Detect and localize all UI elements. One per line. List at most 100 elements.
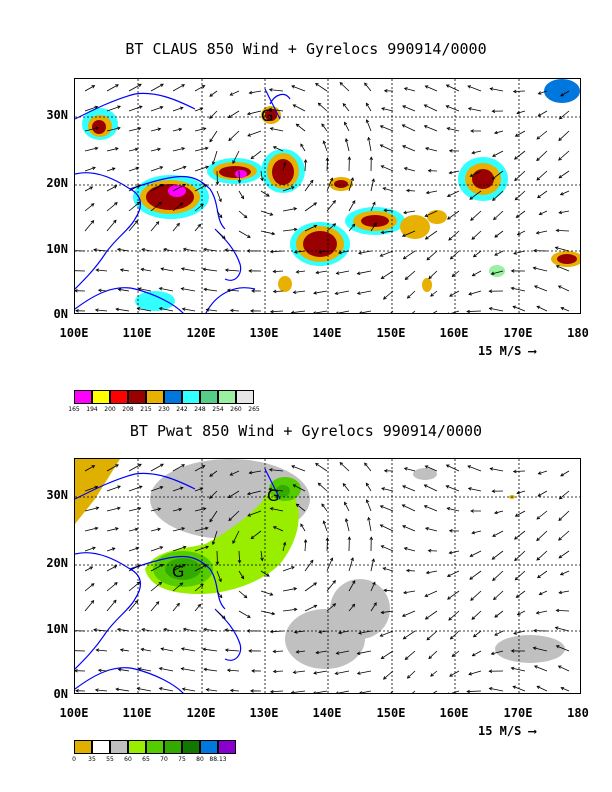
wind-vector-head <box>382 676 387 680</box>
wind-vector-head <box>560 93 564 97</box>
wind-vector-head <box>247 133 252 137</box>
wind-vector <box>282 162 286 172</box>
wind-vector-head <box>510 666 515 671</box>
wind-vector <box>84 547 96 552</box>
colorbar-tick-label: 194 <box>86 406 98 413</box>
wind-vector <box>345 138 350 152</box>
wind-vector-head <box>423 104 428 108</box>
wind-vector <box>150 148 161 152</box>
wind-vector <box>359 310 372 313</box>
wind-vector-head <box>75 288 78 293</box>
wind-vector <box>335 290 350 295</box>
wind-vector-head <box>218 214 223 219</box>
wind-vector-head <box>182 183 186 188</box>
wind-vector-head <box>382 567 387 571</box>
wind-vector-head <box>97 288 102 293</box>
wind-vector <box>425 527 438 532</box>
wind-vector-head <box>403 210 407 215</box>
wind-vector <box>336 650 350 654</box>
gyre-marker: G <box>267 486 279 505</box>
wind-vector-head <box>92 546 96 551</box>
wind-vector-head <box>335 651 340 655</box>
wind-vector <box>338 250 350 254</box>
wind-vector <box>336 310 350 313</box>
wind-vector <box>128 564 141 572</box>
wind-vector <box>492 150 504 157</box>
wind-vector <box>370 582 376 592</box>
wind-vector-head <box>490 651 495 656</box>
wind-vector-head <box>558 517 562 522</box>
wind-vector-head <box>513 251 517 255</box>
wind-vector-head <box>272 269 277 274</box>
wind-vector <box>216 230 226 239</box>
wind-vector <box>150 184 164 192</box>
colorbar-tick-label: 248 <box>194 406 206 413</box>
wind-vector-head <box>140 647 145 652</box>
wind-vector <box>560 687 570 692</box>
wind-vector <box>326 177 333 192</box>
wind-vector <box>511 667 526 672</box>
wind-vector-head <box>352 580 356 584</box>
wind-vector-head <box>536 685 541 689</box>
wind-vector-head <box>494 614 498 618</box>
wind-vector <box>425 230 438 240</box>
wind-vector <box>381 487 394 492</box>
wind-vector <box>470 210 482 221</box>
wind-vector-head <box>137 506 142 511</box>
wind-vector-head <box>403 87 408 91</box>
wind-vector <box>468 290 482 295</box>
wind-vector <box>380 524 394 532</box>
wind-vector-head <box>292 104 297 108</box>
wind-vector-head <box>494 510 498 515</box>
wind-vector <box>537 570 548 578</box>
lon-label: 130E <box>249 326 279 340</box>
wind-vector <box>273 650 284 653</box>
wind-vector <box>203 668 218 672</box>
wind-vector <box>536 150 548 161</box>
wind-vector-head <box>538 211 543 216</box>
wind-vector <box>470 170 482 177</box>
wind-vector-head <box>406 675 411 679</box>
wind-vector <box>447 590 460 600</box>
wind-vector <box>467 690 482 692</box>
wind-vector <box>120 649 130 652</box>
colorbar-swatch <box>110 390 128 404</box>
wind-vector <box>469 570 482 580</box>
wind-vector <box>304 202 317 212</box>
wind-vector <box>336 690 350 693</box>
wind-vector <box>364 82 372 92</box>
wind-vector <box>294 630 306 633</box>
wind-vector <box>293 670 306 673</box>
wind-vector <box>344 122 350 132</box>
wind-vector <box>159 307 174 312</box>
wind-vector-head <box>180 287 185 291</box>
wind-vector <box>269 108 284 112</box>
wind-vector <box>348 604 355 612</box>
wind-vector <box>137 687 152 692</box>
colorbar-tick-label: 215 <box>140 406 152 413</box>
colorbar-tick-label: 265 <box>248 406 260 413</box>
wind-vector <box>512 305 526 312</box>
wind-vector-head <box>558 157 562 161</box>
wind-vector <box>405 270 416 280</box>
wind-vector <box>315 463 328 472</box>
lon-label: 160E <box>439 326 469 340</box>
wind-vector-head <box>75 688 79 693</box>
wind-vector <box>128 463 142 472</box>
wind-vector <box>172 546 186 552</box>
wind-vector <box>84 566 93 572</box>
wind-vector-head <box>137 184 141 188</box>
wind-vector <box>128 547 139 552</box>
lon-label: 140E <box>312 706 342 720</box>
wind-vector <box>536 610 548 614</box>
wind-vector-head <box>237 179 242 184</box>
wind-vector <box>304 225 317 232</box>
wind-vector-head <box>300 143 304 148</box>
wind-vector <box>106 464 119 472</box>
wind-vector <box>238 590 248 598</box>
wind-vector-head <box>488 307 493 311</box>
wind-vector <box>448 610 460 621</box>
colorbar-swatch <box>110 740 128 754</box>
wind-vector-head <box>90 203 95 207</box>
wind-vector <box>467 465 482 472</box>
